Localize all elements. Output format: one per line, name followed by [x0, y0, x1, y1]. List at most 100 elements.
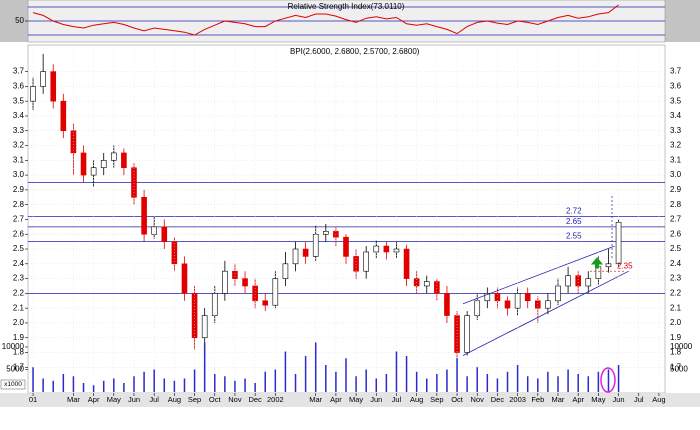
x-tick-label: Dec [491, 395, 505, 404]
x-tick-label: Apr [88, 395, 100, 404]
volume-bar [476, 367, 478, 392]
volume-bar [62, 374, 65, 392]
volume-bar [224, 376, 226, 392]
volume-bar [173, 380, 176, 392]
x-tick-label: Aug [168, 395, 181, 404]
y-tick-label-right: 3.3 [670, 126, 682, 135]
annotation: 2.55 [566, 232, 582, 241]
candle-body [60, 100, 67, 132]
volume-bar [446, 369, 448, 392]
x-tick-label: 2003 [509, 395, 526, 404]
y-tick-label-right: 5000 [670, 365, 688, 374]
unit-box [0, 379, 26, 390]
volume-bar [254, 383, 256, 392]
y-tick-label: 3.1 [13, 155, 25, 164]
x-tick-label: May [349, 395, 363, 404]
candle-body [423, 281, 430, 287]
y-tick-label-right: 2.3 [670, 274, 682, 283]
y-tick-label: 2.4 [13, 259, 25, 268]
y-tick-label: 2.3 [13, 274, 25, 283]
x-tick-label: Jun [370, 395, 382, 404]
volume-bar [415, 371, 418, 392]
candle-body [242, 278, 248, 287]
volume-bar [82, 383, 85, 392]
volume-bar [365, 369, 367, 392]
volume-bar [577, 374, 579, 392]
volume-bar [557, 376, 559, 392]
annotation: 2.35 [617, 261, 633, 270]
candle-body [585, 278, 592, 287]
volume-bar [405, 356, 408, 392]
y-tick-label: 3.6 [13, 82, 25, 91]
volume-bar [345, 358, 347, 392]
volume-bar [102, 380, 105, 392]
x-tick-label: 01 [29, 395, 37, 404]
volume-bar [203, 342, 206, 392]
rsi-right-margin [665, 0, 700, 42]
volume-bar [133, 376, 135, 392]
x-tick-label: Nov [228, 395, 242, 404]
volume-bar [537, 378, 539, 392]
volume-bar [587, 376, 590, 392]
volume-bar [113, 378, 115, 392]
candle-body [383, 245, 390, 253]
candle-body [444, 293, 450, 316]
y-tick-label: 3.4 [13, 111, 25, 120]
y-tick-label-right: 1.9 [670, 333, 682, 342]
x-tick-label: Dec [248, 395, 262, 404]
y-tick-label: 2.8 [13, 200, 25, 209]
candle-body [403, 248, 410, 279]
y-tick-label: 1.9 [13, 333, 25, 342]
x-tick-label: Aug [410, 395, 423, 404]
candle-body [282, 263, 289, 279]
x-tick-label: Jun [613, 395, 625, 404]
x-tick-label: Sep [188, 395, 201, 404]
candle-body [222, 270, 228, 294]
y-tick-label-right: 3.7 [670, 67, 682, 76]
candle-body [575, 275, 581, 287]
y-tick-label: 3.3 [13, 126, 25, 135]
y-tick-label-right: 2.4 [670, 259, 682, 268]
y-tick-label-right: 2.5 [670, 244, 682, 253]
volume-bar [183, 378, 186, 392]
y-tick-label-right: 2.0 [670, 318, 682, 327]
volume-bar [375, 378, 378, 392]
x-tick-label: Mar [67, 395, 80, 404]
candle-body [151, 226, 157, 235]
volume-bar [526, 376, 529, 392]
x-tick-label: Nov [471, 395, 485, 404]
volume-bar [264, 371, 266, 392]
candle-body [80, 152, 87, 176]
volume-bar [294, 374, 297, 392]
candle-body [484, 293, 491, 302]
y-tick-label-right: 2.1 [670, 303, 682, 312]
trend-line [462, 245, 615, 305]
x-tick-label: May [591, 395, 605, 404]
volume-bar [143, 371, 145, 392]
volume-bar [214, 374, 216, 392]
volume-bar [314, 342, 317, 392]
y-tick-label: 3.0 [13, 170, 25, 179]
candle-body [232, 270, 238, 279]
x-tick-label: Feb [531, 395, 544, 404]
y-tick-label-right: 3.1 [670, 155, 682, 164]
candle-body [50, 71, 57, 102]
candle-body [292, 248, 299, 265]
x-tick-label: Sep [430, 395, 443, 404]
x-tick-label: Mar [309, 395, 322, 404]
x-tick-label: Jul [392, 395, 402, 404]
volume-bar [567, 369, 569, 392]
candle-body [363, 251, 369, 272]
y-tick-label: 50 [15, 16, 24, 25]
candle-body [434, 281, 440, 294]
candle-body [141, 196, 147, 235]
candle-body [161, 226, 168, 242]
y-tick-label: 2.2 [13, 288, 25, 297]
y-tick-label: 2.1 [13, 303, 25, 312]
y-tick-label: 1.8 [13, 348, 25, 357]
date-axis-band [0, 393, 700, 407]
y-tick-label-right: 10000 [670, 342, 693, 351]
candle-body [201, 315, 208, 339]
